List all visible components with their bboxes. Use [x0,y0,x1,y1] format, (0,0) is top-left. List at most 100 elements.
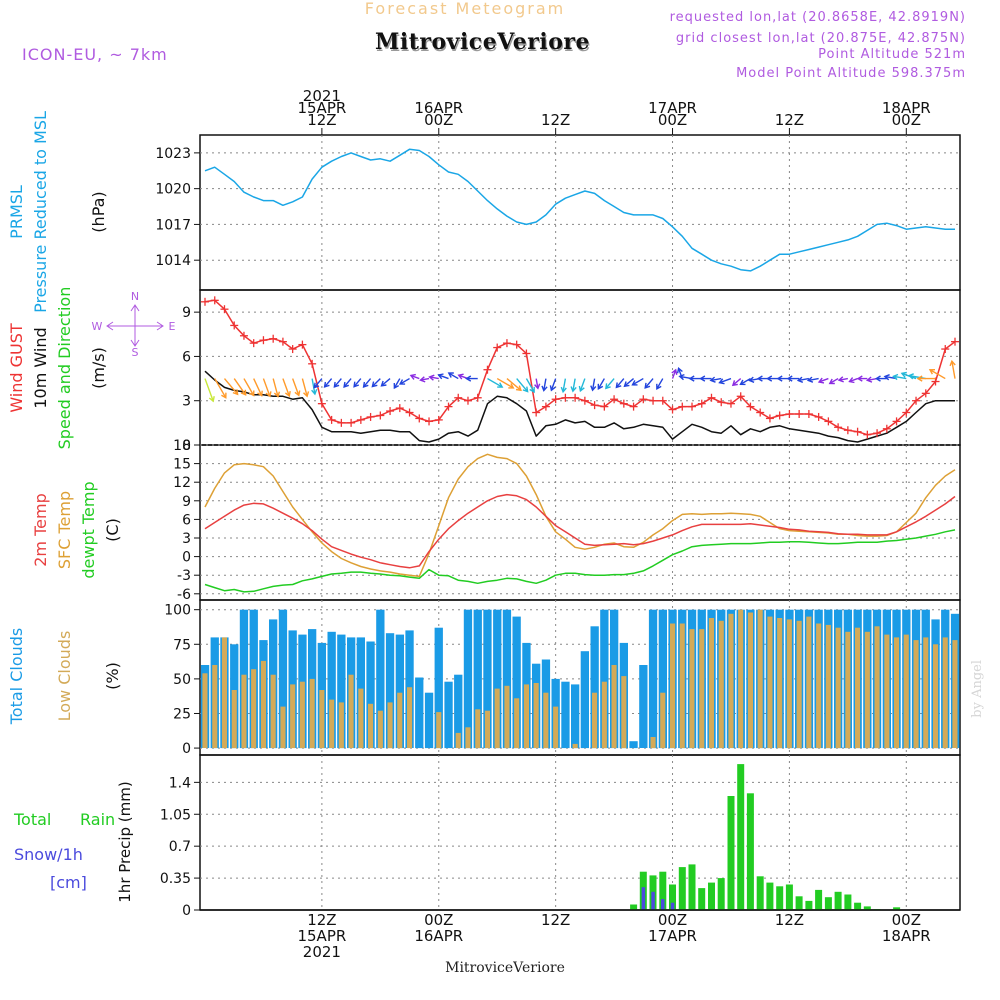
bar-total-rain [766,882,774,910]
bar-low-clouds [299,681,305,749]
wind-arrow-shaft [550,378,557,391]
gust-marker [765,414,774,423]
series-line-sfc-temp [204,453,956,578]
gust-marker [892,417,901,426]
wind-arrow-head [248,390,255,397]
wind-arrow-head [916,375,923,382]
wind-arrow-shaft [410,374,420,380]
bar-low-clouds [270,674,276,748]
bar-total-clouds [444,681,453,749]
bar-total-rain [785,884,793,910]
wind-arrow-head [221,392,227,399]
bar-low-clouds [455,732,461,749]
gust-marker [512,340,521,349]
wind-arrow-head [311,389,318,396]
gust-marker [814,412,823,421]
gust-marker [697,399,706,408]
wind-arrow-head [892,373,899,381]
bar-total-clouds [600,609,609,749]
gust-marker [551,395,560,404]
closest-grid-location: grid closest lon,lat (20.875E, 42.875N) [675,31,966,46]
wind-arrow-shaft [525,378,535,393]
gust-marker [278,337,287,346]
bar-low-clouds [913,640,919,748]
gust-marker [425,417,434,426]
bar-low-clouds [377,710,383,749]
wind-direction-arrow [447,372,459,380]
wind-direction-arrow [487,377,504,388]
bar-low-clouds [650,737,656,749]
wind-arrow-shaft [253,378,263,396]
top-axis-label: 00Z [892,111,921,129]
bar-low-clouds [903,634,909,749]
wind-arrow-head [837,376,844,383]
gust-marker [210,296,219,305]
y-tick-label: 75 [173,637,191,653]
wind-arrow-head [766,375,773,382]
gust-marker [902,408,911,417]
gust-marker [668,405,677,414]
wind-arrow-head [303,391,310,398]
bar-low-clouds [708,618,714,749]
gust-marker [921,389,930,398]
wind-arrow-shaft [282,378,290,397]
wind-arrow-head [590,385,597,392]
wind-direction-arrow [848,377,858,384]
wind-arrow-shaft [262,378,271,397]
wind-arrow-shaft [292,378,300,396]
wind-direction-arrow [311,378,318,396]
bar-low-clouds [523,684,529,749]
y-tick-label: 0.7 [169,839,191,855]
wind-arrow-shaft [893,375,907,380]
wind-arrow-shaft [343,378,352,388]
requested-location: requested lon,lat (20.8658E, 42.8919N) [669,10,966,25]
gust-marker [571,393,580,402]
wind-arrow-shaft [597,378,605,390]
station-title-shadow: MitroviceVeriore [376,31,591,57]
bar-low-clouds [796,620,802,749]
bottom-axis-label: 17APR [648,927,697,945]
wind-direction-arrow [516,378,529,393]
bar-total-clouds [639,665,648,748]
bar-low-clouds [825,624,831,749]
wind-direction-arrow [560,378,567,394]
bar-low-clouds [952,640,958,748]
bar-total-rain [746,793,754,910]
bar-total-clouds [512,616,521,749]
wind-direction-arrow [718,377,732,385]
wind-direction-arrow [333,378,342,388]
gust-marker [863,430,872,439]
wind-arrow-head [796,376,804,383]
gust-marker [726,399,735,408]
y-tick-label: 1017 [155,217,191,233]
wind-arrow-head [273,391,281,398]
gust-marker [824,417,833,426]
label-precip-axis: 1hr Precip (mm) [116,781,134,902]
wind-arrow-shaft [223,378,239,395]
bar-total-rain [717,878,725,910]
wind-arrow-head [786,375,793,382]
wind-arrow-head [294,390,301,397]
gust-marker [239,331,248,340]
gust-marker [473,393,482,402]
bar-low-clouds [699,629,705,749]
wind-arrow-shaft [204,378,214,402]
bar-total-rain [659,871,667,910]
gust-marker [483,365,492,374]
bar-total-clouds [502,609,512,749]
wind-direction-arrow [525,378,535,394]
bar-total-rain [727,796,735,910]
bar-low-clouds [543,692,549,749]
y-tick-label: 15 [173,457,191,473]
gust-marker [269,334,278,343]
compass-east: E [169,320,176,333]
bar-total-rain [805,900,813,910]
bar-low-clouds [358,688,364,749]
wind-direction-arrow [928,369,946,380]
bottom-axis-label: 15APR [297,927,346,945]
gust-marker [873,429,882,438]
bar-low-clouds [874,626,880,749]
wind-direction-arrow [362,378,372,388]
bar-total-clouds [424,692,434,749]
bar-low-clouds [309,678,315,749]
